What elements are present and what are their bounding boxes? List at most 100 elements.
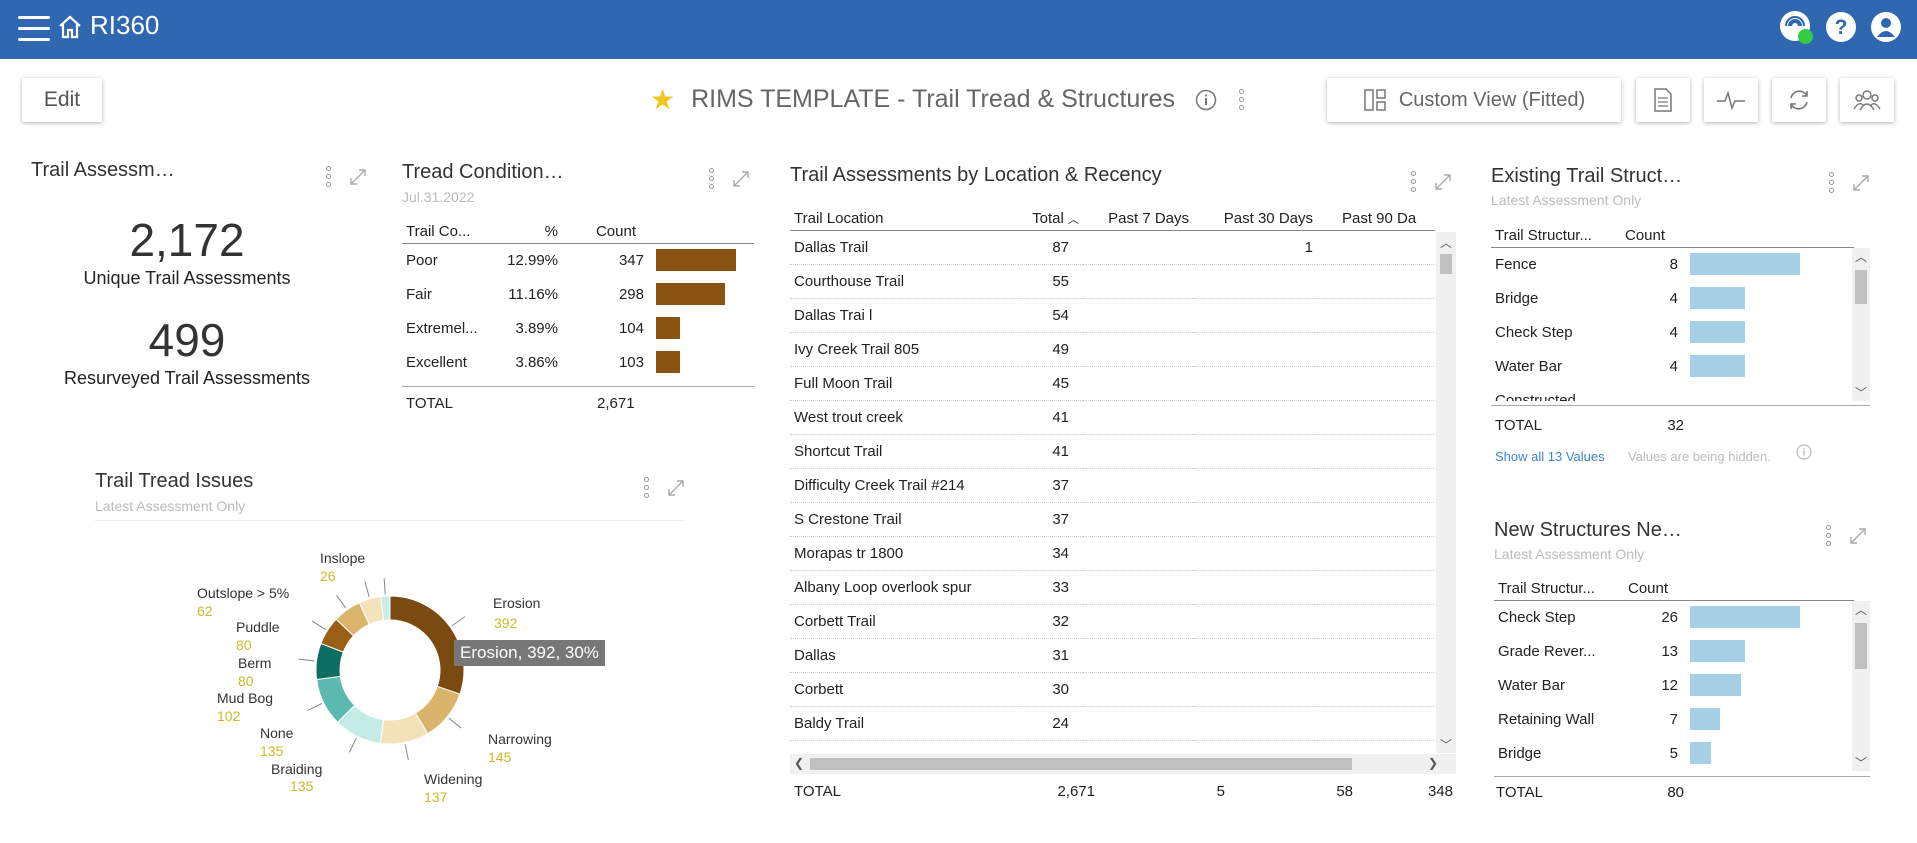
table-row[interactable]: Fair 11.16% 298 [402,277,754,311]
table-row[interactable]: Fence 8 [1491,247,1854,281]
wireless-status-icon[interactable] [1779,10,1813,44]
structure-bar[interactable] [1690,321,1745,343]
column-header[interactable]: Past 7 Days [1083,208,1193,231]
column-header[interactable]: Trail Co... [402,221,492,244]
scrollbar-thumb[interactable] [1855,270,1867,304]
horizontal-scrollbar[interactable]: ❮ ❯ [790,754,1456,774]
table-row[interactable]: Morapas tr 1800 34 [790,536,1435,570]
user-avatar-icon[interactable] [1869,10,1903,44]
donut-slice-inslope[interactable] [380,595,391,621]
column-header[interactable]: Count [562,221,652,244]
table-row[interactable]: Excellent 3.86% 103 [402,345,754,379]
kpi-panel-menu-icon[interactable] [326,166,331,187]
table-row[interactable]: Full Moon Trail 45 [790,366,1435,400]
hamburger-menu-icon[interactable] [18,16,50,42]
table-row[interactable]: Grade Rever... 13 [1494,634,1854,668]
table-row[interactable]: Poor 12.99% 347 [402,243,754,277]
table-row[interactable]: Water Bar 12 [1494,668,1854,702]
edit-button[interactable]: Edit [22,78,102,122]
scrollbar-thumb[interactable] [810,758,1352,770]
table-row[interactable]: Bridge 4 [1491,281,1854,315]
help-icon[interactable]: ? [1824,10,1858,44]
table-row[interactable]: Water Bar 4 [1491,349,1854,383]
table-row[interactable]: Retaining Wall 7 [1494,702,1854,736]
custom-view-button[interactable]: Custom View (Fitted) [1327,78,1621,122]
table-row[interactable]: Difficulty Creek Trail #214 37 [790,468,1435,502]
structure-bar[interactable] [1690,742,1711,764]
existing-panel-subtitle: Latest Assessment Only [1491,192,1642,208]
vertical-scrollbar[interactable]: ︿ ﹀ [1852,601,1870,771]
condition-bar[interactable] [656,283,725,305]
location-past-90 [1317,570,1435,604]
table-row[interactable]: Corbett 30 [790,672,1435,706]
expand-icon[interactable] [349,168,367,186]
new-panel-subtitle: Latest Assessment Only [1494,546,1645,562]
bar-cell [1686,349,1854,383]
scrollbar-thumb[interactable] [1855,623,1867,669]
structure-bar[interactable] [1690,606,1800,629]
structure-bar[interactable] [1690,355,1745,377]
column-header[interactable]: Count [1624,578,1686,601]
table-row[interactable]: Extremel... 3.89% 104 [402,311,754,345]
table-row[interactable]: Ivy Creek Trail 805 49 [790,332,1435,366]
share-users-button[interactable] [1840,78,1894,122]
column-header[interactable]: Trail Structur... [1491,225,1621,248]
column-header[interactable]: Trail Structur... [1494,578,1624,601]
vertical-scrollbar[interactable]: ︿ ﹀ [1436,232,1456,753]
condition-bar[interactable] [656,351,680,373]
table-row[interactable]: Constructed [1491,383,1854,401]
expand-icon[interactable] [732,170,750,188]
column-header-sorted[interactable]: Total ︿ [1018,208,1083,231]
donut-slice-erosion[interactable] [389,595,465,695]
dashboard-menu-icon[interactable] [1239,89,1245,110]
app-name[interactable]: RI360 [90,10,160,40]
structure-bar[interactable] [1690,287,1745,309]
new-panel-menu-icon[interactable] [1826,525,1831,546]
home-icon[interactable] [57,14,83,40]
table-row[interactable]: Dallas Trai l 54 [790,298,1435,332]
column-header[interactable]: Count [1621,225,1686,248]
table-row[interactable]: Courthouse Trail 55 [790,264,1435,298]
info-icon[interactable] [1796,444,1812,460]
tread-panel-menu-icon[interactable] [709,168,714,189]
activity-button[interactable] [1704,78,1758,122]
document-button[interactable] [1636,78,1690,122]
table-row[interactable]: Corbett Trail 32 [790,604,1435,638]
expand-icon[interactable] [1849,527,1867,545]
condition-bar[interactable] [656,317,680,339]
issues-panel-menu-icon[interactable] [644,477,649,498]
table-row[interactable]: Dallas 31 [790,638,1435,672]
structure-bar[interactable] [1690,640,1745,662]
expand-icon[interactable] [1852,174,1870,192]
slice-label: Braiding [271,761,323,777]
structure-bar[interactable] [1690,674,1741,696]
column-header[interactable]: Past 90 Da [1317,208,1435,231]
table-row[interactable]: Check Step 4 [1491,315,1854,349]
table-row[interactable]: Dallas Trail 87 1 [790,230,1435,264]
info-icon[interactable] [1195,89,1217,111]
location-past-30 [1193,706,1317,740]
table-row[interactable]: Albany Loop overlook spur 33 [790,570,1435,604]
table-row[interactable]: Check Step 26 [1494,600,1854,634]
locations-panel-menu-icon[interactable] [1411,171,1416,192]
table-row[interactable]: West trout creek 41 [790,400,1435,434]
structure-bar[interactable] [1690,253,1800,276]
table-row[interactable]: Shortcut Trail 41 [790,434,1435,468]
expand-icon[interactable] [1434,173,1452,191]
existing-panel-menu-icon[interactable] [1829,172,1834,193]
expand-icon[interactable] [667,479,685,497]
refresh-button[interactable] [1772,78,1826,122]
scrollbar-thumb[interactable] [1440,254,1452,274]
table-row[interactable]: Baldy Trail 24 [790,706,1435,740]
favorite-star-icon[interactable]: ★ [650,84,676,115]
table-row[interactable]: Bridge 5 [1494,736,1854,770]
locations-panel-title: Trail Assessments by Location & Recency [790,164,1162,186]
column-header[interactable]: Trail Location [790,208,1018,231]
column-header[interactable]: Past 30 Days [1193,208,1317,231]
show-all-values-link[interactable]: Show all 13 Values [1495,449,1605,464]
table-row[interactable]: S Crestone Trail 37 [790,502,1435,536]
column-header[interactable]: % [492,221,562,244]
structure-bar[interactable] [1690,708,1720,730]
vertical-scrollbar[interactable]: ︿ ﹀ [1852,248,1870,401]
condition-bar[interactable] [656,249,736,272]
